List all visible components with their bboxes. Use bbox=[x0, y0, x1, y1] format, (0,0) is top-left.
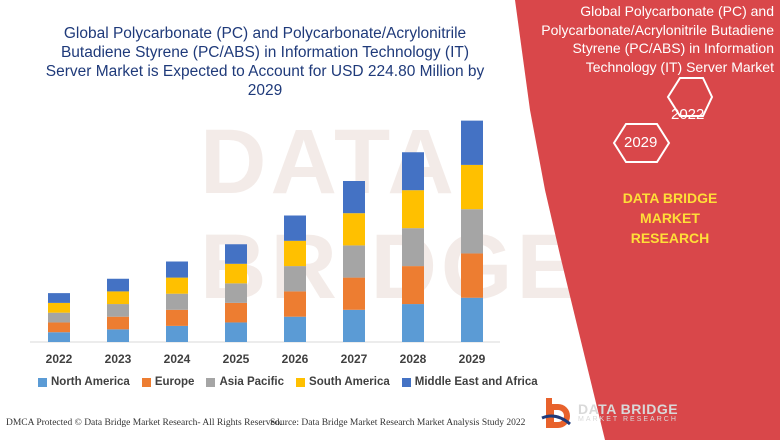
bar-segment bbox=[225, 302, 247, 323]
legend-swatch bbox=[141, 377, 151, 387]
legend-label: Asia Pacific bbox=[219, 376, 285, 388]
bar-segment bbox=[225, 263, 247, 284]
bar-segment bbox=[107, 291, 129, 305]
legend-item: South America bbox=[296, 376, 390, 388]
bar-segment bbox=[48, 332, 70, 342]
bar-segment bbox=[461, 120, 483, 165]
bar-segment bbox=[166, 309, 188, 326]
bar-segment bbox=[461, 164, 483, 210]
dmca-notice: DMCA Protected © Data Bridge Market Rese… bbox=[6, 418, 282, 428]
bar-segment bbox=[48, 302, 70, 313]
data-bridge-logo: DATA BRIDGE MARKET RESEARCH bbox=[540, 392, 678, 432]
bar-segment bbox=[166, 261, 188, 278]
bar-segment bbox=[343, 181, 365, 214]
x-tick-label: 2023 bbox=[105, 352, 132, 366]
logo-name: DATA BRIDGE bbox=[578, 400, 679, 417]
legend-item: North America bbox=[38, 376, 130, 388]
bar-segment bbox=[343, 245, 365, 278]
bar-segment bbox=[48, 322, 70, 333]
x-tick-label: 2024 bbox=[164, 352, 191, 366]
bar-segment bbox=[402, 266, 424, 305]
bar-segment bbox=[107, 278, 129, 292]
x-tick-label: 2027 bbox=[341, 352, 368, 366]
chart-title: Global Polycarbonate (PC) and Polycarbon… bbox=[45, 25, 485, 99]
x-tick-label: 2026 bbox=[282, 352, 309, 366]
legend-label: Europe bbox=[154, 376, 195, 388]
legend-label: Middle East and Africa bbox=[414, 376, 538, 388]
bar-segment bbox=[402, 190, 424, 229]
bar-segment bbox=[343, 309, 365, 342]
legend-item: Europe bbox=[141, 376, 195, 388]
bar-segment bbox=[402, 152, 424, 191]
legend-swatch bbox=[206, 377, 216, 387]
legend-item: Asia Pacific bbox=[206, 376, 284, 388]
hexagon-2029 bbox=[612, 123, 671, 163]
legend-swatch bbox=[296, 377, 306, 387]
bar-segment bbox=[107, 329, 129, 342]
hexagon-2022 bbox=[666, 77, 714, 117]
bar-segment bbox=[225, 322, 247, 342]
bar-segment bbox=[461, 297, 483, 342]
x-tick-label: 2029 bbox=[459, 352, 486, 366]
bar-segment bbox=[107, 316, 129, 330]
bar-segment bbox=[107, 304, 129, 317]
legend-label: North America bbox=[51, 376, 130, 388]
bar-segment bbox=[402, 304, 424, 342]
legend-swatch bbox=[38, 377, 47, 387]
legend-item: Middle East and Africa bbox=[401, 376, 538, 388]
bar-segment bbox=[284, 266, 306, 292]
year-2029-label: 2029 bbox=[624, 134, 658, 151]
year-2022-label: 2022 bbox=[671, 106, 705, 123]
company-name: DATA BRIDGE MARKET RESEARCH bbox=[622, 190, 718, 246]
bar-segment bbox=[225, 244, 247, 264]
bar-segment bbox=[284, 215, 306, 241]
legend-swatch bbox=[401, 377, 411, 387]
bar-segment bbox=[48, 312, 70, 323]
panel-title: Global Polycarbonate (PC) and Polycarbon… bbox=[541, 3, 774, 75]
bar-segment bbox=[343, 277, 365, 310]
bar-segment bbox=[284, 316, 306, 342]
chart-legend: North America Europe Asia Pacific South Ame… bbox=[38, 376, 538, 388]
x-tick-label: 2028 bbox=[400, 352, 427, 366]
bar-segment bbox=[402, 228, 424, 267]
bar-segment bbox=[48, 293, 70, 303]
bar-segment bbox=[166, 325, 188, 342]
stacked-bar-chart: 2022 2023 2024 2025 2026 2027 2028 2029 bbox=[30, 120, 500, 366]
bar-segment bbox=[166, 277, 188, 294]
legend-label: South America bbox=[309, 376, 390, 388]
x-tick-label: 2025 bbox=[223, 352, 250, 366]
bar-segment bbox=[166, 293, 188, 310]
logo-tagline: MARKET RESEARCH bbox=[578, 415, 678, 423]
bar-segment bbox=[284, 240, 306, 267]
logo-icon bbox=[541, 398, 571, 428]
source-note: Source: Data Bridge Market Research Mark… bbox=[270, 418, 526, 428]
bar-segment bbox=[343, 213, 365, 246]
bar-segment bbox=[461, 209, 483, 254]
bar-segment bbox=[284, 291, 306, 317]
bar-segment bbox=[461, 253, 483, 298]
x-tick-label: 2022 bbox=[46, 352, 73, 366]
bar-segment bbox=[225, 283, 247, 303]
